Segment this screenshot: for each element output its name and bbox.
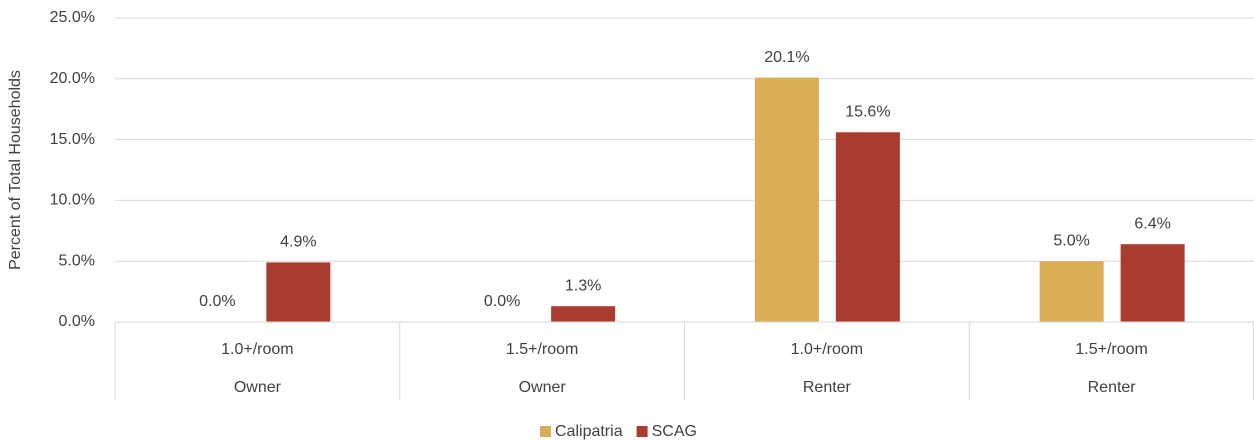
legend-label: Calipatria: [555, 423, 623, 440]
bar: [551, 306, 616, 322]
legend-label: SCAG: [652, 423, 697, 440]
legend-swatch: [540, 426, 551, 437]
x-tick-label: 1.5+/room: [1075, 341, 1147, 358]
bar: [1039, 261, 1104, 322]
bar: [835, 132, 900, 322]
bar: [266, 262, 331, 322]
data-label: 5.0%: [1053, 232, 1089, 249]
y-tick-label: 15.0%: [50, 131, 95, 148]
data-label: 20.1%: [764, 49, 809, 66]
data-label: 15.6%: [845, 104, 890, 121]
x-group-label: Renter: [1088, 379, 1137, 396]
y-tick-label: 10.0%: [50, 192, 95, 209]
x-group-label: Owner: [234, 379, 282, 396]
data-label: 6.4%: [1134, 215, 1170, 232]
x-group-label: Renter: [803, 379, 852, 396]
x-group-label: Owner: [519, 379, 567, 396]
data-label: 1.3%: [565, 277, 601, 294]
y-tick-label: 20.0%: [50, 70, 95, 87]
x-tick-label: 1.5+/room: [506, 341, 578, 358]
legend-swatch: [636, 426, 648, 437]
y-tick-label: 25.0%: [50, 9, 95, 26]
y-tick-label: 5.0%: [59, 252, 95, 269]
data-label: 4.9%: [280, 234, 316, 251]
y-axis-label: Percent of Total Households: [7, 70, 24, 270]
x-tick-label: 1.0+/room: [791, 341, 863, 358]
data-label: 0.0%: [199, 293, 235, 310]
data-label: 0.0%: [484, 293, 520, 310]
y-tick-label: 0.0%: [59, 313, 95, 330]
bar: [754, 77, 819, 322]
x-tick-label: 1.0+/room: [221, 341, 293, 358]
bar: [1120, 244, 1185, 322]
